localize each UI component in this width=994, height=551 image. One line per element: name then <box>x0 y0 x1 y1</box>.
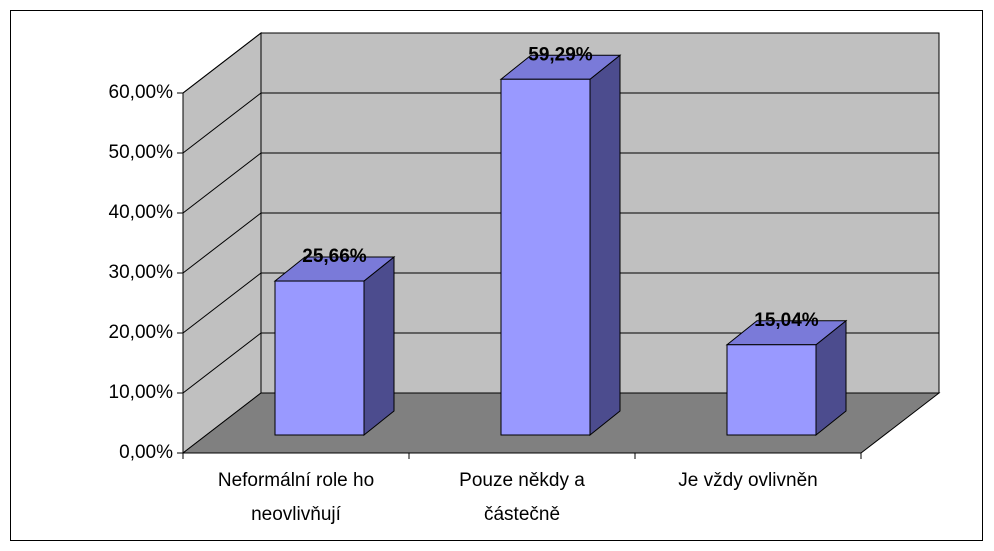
data-label: 59,29% <box>528 44 593 65</box>
bar <box>500 78 591 436</box>
grid-line <box>182 152 262 214</box>
x-tick-label: Je vždy ovlivněn <box>678 470 818 491</box>
bar <box>274 280 365 436</box>
grid-line <box>182 212 262 274</box>
y-tick-label: 10,00% <box>109 382 174 403</box>
grid-line <box>182 272 262 334</box>
y-tick-label: 30,00% <box>109 262 174 283</box>
x-tick-label: Pouze někdy a částečně <box>459 470 585 525</box>
data-label: 25,66% <box>302 246 367 267</box>
y-tick-label: 0,00% <box>119 442 173 463</box>
bar-side <box>589 54 621 437</box>
data-label: 15,04% <box>754 310 819 331</box>
bar-side <box>363 255 395 437</box>
y-tick-label: 50,00% <box>109 142 174 163</box>
grid-line <box>182 332 262 394</box>
y-tick-label: 60,00% <box>109 82 174 103</box>
y-tick-label: 40,00% <box>109 202 174 223</box>
y-tick-label: 20,00% <box>109 322 174 343</box>
x-tick-label: Neformální role ho neovlivňují <box>217 470 375 525</box>
grid-line <box>182 32 262 94</box>
grid-line <box>182 92 262 154</box>
bar <box>726 344 817 436</box>
